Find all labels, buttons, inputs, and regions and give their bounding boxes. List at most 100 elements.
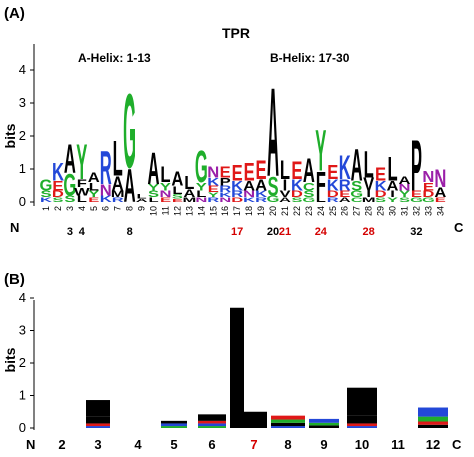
panel-a-logo-letter: E — [88, 196, 99, 203]
panel-a-logo-letter: R — [231, 189, 243, 199]
panel-a-logo-letter: L — [172, 184, 183, 197]
panel-a-x-tick-label: 15 — [208, 206, 218, 216]
panel-a-y-ticks: 0 1 2 3 4 — [19, 62, 34, 209]
panel-a-logo-letter: C — [303, 181, 315, 194]
panel-a-logo-letter: A — [279, 196, 291, 203]
panel-a-logo-letter: E — [411, 189, 422, 199]
panel-a-logo-letter: L — [196, 189, 206, 199]
panel-b-stack-block — [347, 415, 377, 424]
panel-a-logo-letter: A — [351, 141, 363, 191]
panel-b-x-tick-labels: 2 3 4 5 6 7 8 9 10 11 12 — [58, 437, 440, 452]
panel-a-x-tick-label: 14 — [196, 206, 206, 216]
panel-b-x-tick-label: 2 — [58, 437, 65, 452]
panel-a-logo-letter: I — [366, 189, 371, 199]
panel-b-y-tick-label: 0 — [19, 420, 26, 435]
panel-a-logo-letter: Y — [387, 196, 399, 203]
panel-b-stack-block — [271, 426, 305, 428]
panel-a-logo-letter: I — [390, 189, 395, 199]
panel-a-logo-letter: G — [40, 177, 53, 195]
panel-a-logo-letter: S — [375, 196, 386, 203]
panel-a-highlighted-position: 32 — [410, 226, 422, 238]
panel-a-logo-letter: G — [410, 196, 423, 203]
panel-a-logo-letter: R — [100, 141, 112, 194]
panel-a-logo-letter: E — [339, 189, 350, 199]
panel-a-logo-letter: N — [100, 182, 112, 200]
panel-a-logo-letter: S — [40, 189, 51, 199]
panel-b-stack-block — [198, 426, 226, 428]
panel-a-logo-letter: S — [267, 171, 278, 201]
panel-a-logo-letter: S — [291, 196, 302, 203]
panel-b-n-terminus-label: N — [26, 437, 35, 452]
panel-a-logo-letter: K — [52, 159, 65, 186]
panel-a-logo-letter: E — [220, 164, 231, 182]
panel-b-label: (B) — [4, 271, 25, 288]
panel-b-x-tick-label: 12 — [426, 437, 440, 452]
panel-a-logo-letter: K — [207, 176, 220, 189]
panel-a-x-tick-label: 22 — [292, 206, 302, 216]
panel-a-x-tick-label: 12 — [172, 206, 182, 216]
panel-b-c-terminus-label: C — [452, 437, 462, 452]
panel-a-x-tick-label: 16 — [220, 206, 230, 216]
panel-a-logo-letter: N — [398, 182, 410, 192]
panel-a-x-tick-label: 21 — [280, 206, 290, 216]
panel-a-logo-letter: W — [74, 186, 90, 199]
panel-a-logo-letter: A — [303, 152, 315, 190]
panel-a-logo-letter: A — [112, 172, 124, 195]
panel-a-logo-letter: K — [231, 179, 243, 194]
panel-a-logo-letter: A — [183, 188, 195, 201]
panel-a-logo-letter: R — [207, 196, 219, 203]
panel-a-logo-letter: Y — [399, 189, 410, 199]
panel-b-x-tick-label: 8 — [284, 437, 291, 452]
panel-a-logo-letter: G — [302, 196, 315, 203]
panel-b-x-tick-label: 10 — [355, 437, 369, 452]
panel-a-logo-letter: E — [423, 181, 434, 194]
panel-b-stack-block — [347, 423, 377, 427]
panel-a-annotation-a-helix: A-Helix: 1-13 — [78, 51, 151, 65]
panel-a-x-tick-label: 30 — [388, 206, 398, 216]
panel-a-logo-letter: K — [327, 177, 339, 195]
panel-b-x-tick-label: 3 — [94, 437, 101, 452]
panel-b-stack-block — [230, 307, 244, 428]
panel-b-stack-block — [418, 416, 448, 422]
panel-a-x-tick-label: 13 — [184, 206, 194, 216]
panel-a-logo-letter: K — [219, 191, 232, 198]
panel-a-logo-letter: D — [327, 189, 339, 199]
panel-b-stack-block — [271, 415, 305, 420]
panel-a-logo-letter: S — [52, 196, 63, 203]
panel-a-logo-letter: F — [77, 178, 88, 191]
panel-a-logo-letter: G — [267, 194, 280, 204]
panel-a-logo-letter: Y — [148, 182, 159, 192]
panel-a-logo-letter: E — [256, 155, 267, 185]
panel-a-logo-letter: S — [148, 189, 159, 199]
panel-b-stack-block — [309, 418, 339, 423]
panel-a-label: (A) — [4, 5, 25, 22]
panel-a-y-tick-label: 3 — [19, 95, 26, 110]
panel-b-stack-block — [309, 425, 339, 428]
panel-a-x-tick-label: 2 — [53, 206, 63, 211]
panel-a-logo-letter: V — [363, 174, 374, 195]
panel-a-logo-letter: K — [375, 179, 387, 194]
panel-a-n-terminus-label: N — [10, 220, 19, 235]
panel-a-logo-letter: M — [111, 189, 125, 199]
panel-a-logo-letter: S — [64, 194, 75, 204]
panel-a-title: TPR — [222, 25, 250, 41]
panel-a-logo-letter: L — [160, 163, 170, 188]
panel-a-logo-letter: L — [184, 172, 195, 193]
panel-a-logo-letter: L — [364, 143, 374, 186]
panel-a-logo-letter: A — [136, 198, 148, 203]
panel-a-x-tick-label: 24 — [316, 206, 326, 216]
panel-a-logo-letter: E — [160, 196, 171, 203]
panel-b-stack-block — [161, 420, 187, 424]
panel-a-highlighted-position: 17 — [231, 226, 243, 238]
panel-a-logo-letter: A — [267, 62, 279, 204]
panel-a-logo-letter: E — [232, 161, 243, 186]
panel-a-x-tick-label: 28 — [364, 206, 374, 216]
panel-a-y-tick-label: 4 — [19, 62, 26, 77]
panel-a-logo-letter: L — [137, 193, 147, 200]
panel-b-x-tick-label: 4 — [134, 437, 142, 452]
panel-a-annotation-b-helix: B-Helix: 17-30 — [270, 51, 350, 65]
panel-a-highlighted-position: 20 — [267, 226, 279, 238]
panel-a-logo-letter: K — [255, 189, 267, 199]
